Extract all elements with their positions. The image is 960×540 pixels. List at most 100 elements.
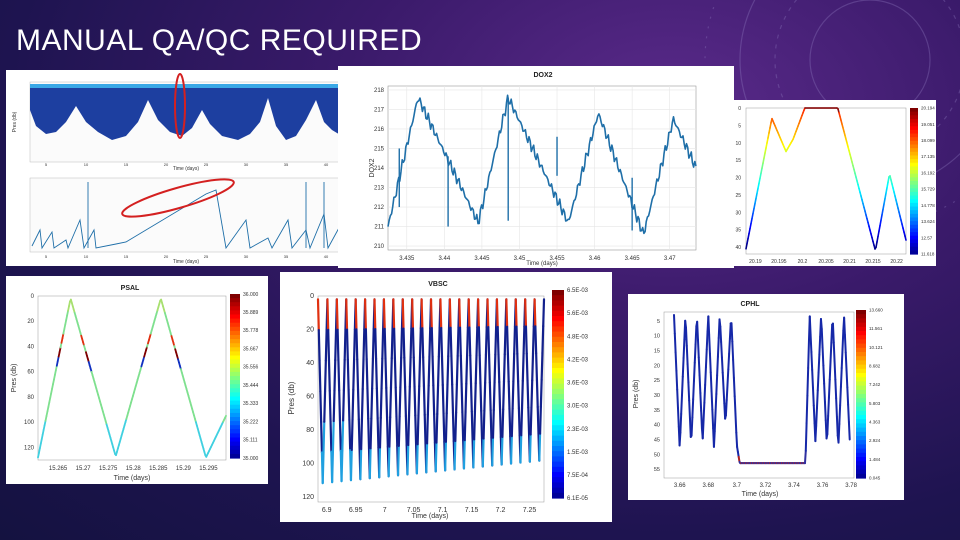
vbsc-y-tick-6: 120 bbox=[302, 494, 314, 501]
cphl-y-tick-10: 55 bbox=[654, 467, 660, 473]
vbsc-segment bbox=[493, 353, 497, 384]
vbsc-segment bbox=[479, 381, 483, 412]
cphl-y-tick-9: 50 bbox=[654, 452, 660, 458]
pressure-colorbar-segment bbox=[910, 210, 918, 215]
vbsc-colorbar-segment bbox=[552, 295, 564, 301]
vbsc-segment bbox=[411, 327, 415, 359]
vbsc-segment bbox=[433, 413, 437, 444]
cphl-colorbar-segment bbox=[856, 423, 866, 429]
vbsc-x-tick-1: 6.95 bbox=[349, 507, 363, 514]
trace-x-ticks: 5 10 15 20 25 30 35 40 bbox=[45, 254, 329, 259]
vbsc-colorbar-label-4: 3.6E-03 bbox=[567, 381, 589, 387]
pressure-colorbar-segment bbox=[910, 129, 918, 135]
cphl-segment bbox=[843, 316, 846, 337]
pressure-segment bbox=[883, 197, 886, 205]
vbsc-segment bbox=[480, 409, 484, 440]
pressure-segment bbox=[875, 241, 878, 249]
vbsc-segment bbox=[422, 384, 426, 416]
vbsc-segment bbox=[341, 419, 345, 452]
vbsc-colorbar-segment bbox=[552, 305, 564, 312]
vbsc-segment bbox=[450, 355, 454, 386]
cphl-colorbar-segment bbox=[856, 389, 866, 395]
cphl-colorbar-segment bbox=[856, 402, 866, 408]
vbsc-segment bbox=[510, 407, 514, 438]
vbsc-segment bbox=[455, 383, 458, 414]
pressure-colorbar-segment bbox=[910, 122, 918, 127]
vbsc-segment bbox=[348, 418, 352, 452]
vbsc-segment bbox=[360, 388, 364, 421]
vbsc-segment bbox=[404, 414, 408, 447]
vbsc-colorbar-segment bbox=[552, 440, 564, 447]
vbsc-segment bbox=[454, 411, 458, 443]
trace-x-tick-2: 15 bbox=[124, 254, 129, 259]
pressure-x-tick-1: 20.195 bbox=[771, 259, 787, 265]
vbsc-segment bbox=[459, 354, 463, 386]
psal-colorbar-segment bbox=[230, 376, 240, 381]
vbsc-segment bbox=[472, 438, 476, 469]
psal-colorbar-segment bbox=[230, 335, 240, 340]
vbsc-colorbar-segment bbox=[552, 368, 564, 374]
psal-colorbar-label-2: 35.778 bbox=[243, 328, 259, 334]
cphl-segment bbox=[692, 361, 696, 382]
vbsc-segment bbox=[439, 298, 443, 330]
pressure-segment bbox=[749, 222, 752, 230]
pressure-colorbar-segment bbox=[910, 177, 918, 182]
cphl-colorbar-segment bbox=[856, 461, 866, 466]
pressure-segment bbox=[768, 127, 771, 134]
vbsc-segment bbox=[507, 380, 511, 411]
vbsc-segment bbox=[465, 326, 469, 357]
highlight-oval-segment bbox=[121, 178, 235, 218]
psal-y-ticks: 0 20 40 60 80 100 120 bbox=[24, 294, 35, 451]
cphl-segment bbox=[847, 403, 850, 424]
psal-colorbar-segment bbox=[230, 384, 240, 389]
trace-x-tick-4: 25 bbox=[204, 254, 209, 259]
vbsc-segment bbox=[473, 410, 477, 441]
pressure-y-tick-4: 20 bbox=[735, 176, 741, 182]
pressure-colorbar-segment bbox=[910, 108, 918, 113]
vbsc-segment bbox=[349, 448, 353, 482]
vbsc-colorbar-segment bbox=[552, 446, 564, 452]
psal-colorbar-segment bbox=[230, 396, 240, 402]
psal-colorbar-segment bbox=[230, 359, 240, 365]
cphl-segment bbox=[688, 417, 692, 438]
pressure-colorbar-segment bbox=[910, 246, 918, 251]
vbsc-segment bbox=[327, 328, 331, 362]
vbsc-colorbar: 6.5E-03 5.6E-03 4.8E-03 4.2E-03 3.6E-03 3.0E-… bbox=[552, 288, 589, 502]
cphl-segment bbox=[678, 431, 682, 447]
dox2-y-tick-3: 215 bbox=[374, 146, 385, 152]
heatmap-surface-band bbox=[30, 84, 342, 88]
heatmap-x-tick-6: 35 bbox=[284, 162, 289, 167]
cphl-colorbar-segment bbox=[856, 436, 866, 441]
vbsc-segment bbox=[375, 387, 379, 420]
heatmap-xlabel: Time (days) bbox=[173, 166, 200, 172]
cphl-segment bbox=[823, 400, 827, 422]
vbsc-segment bbox=[334, 328, 338, 362]
cphl-colorbar-segment bbox=[856, 326, 866, 332]
cphl-segment bbox=[815, 407, 818, 427]
vbsc-segment bbox=[529, 406, 533, 436]
vbsc-x-tick-2: 7 bbox=[383, 507, 387, 514]
cphl-segment bbox=[680, 375, 684, 397]
psal-colorbar-segment bbox=[230, 339, 240, 344]
cphl-colorbar-segment bbox=[856, 415, 866, 420]
vbsc-colorbar-segment bbox=[552, 394, 564, 400]
pressure-segment bbox=[877, 230, 880, 238]
cphl-segment bbox=[818, 335, 822, 356]
cphl-x-tick-6: 3.78 bbox=[845, 483, 857, 489]
psal-x-tick-5: 15.29 bbox=[176, 466, 192, 472]
vbsc-colorbar-segment bbox=[552, 342, 564, 348]
pressure-series-line bbox=[745, 107, 907, 250]
cphl-segment bbox=[703, 383, 707, 404]
vbsc-colorbar-segment bbox=[552, 409, 564, 416]
vbsc-segment bbox=[469, 382, 473, 413]
pressure-segment bbox=[884, 192, 887, 200]
cphl-colorbar-label-6: 4.363 bbox=[869, 420, 881, 425]
cphl-segment bbox=[718, 318, 722, 328]
heatmap-fill bbox=[30, 84, 342, 140]
cphl-segment bbox=[685, 344, 689, 366]
vbsc-segment bbox=[495, 298, 499, 329]
cphl-segment bbox=[816, 371, 820, 392]
pressure-colorbar-segment bbox=[910, 243, 918, 248]
cphl-segment bbox=[844, 351, 848, 371]
pressure-colorbar-label-7: 13.624 bbox=[921, 219, 935, 224]
